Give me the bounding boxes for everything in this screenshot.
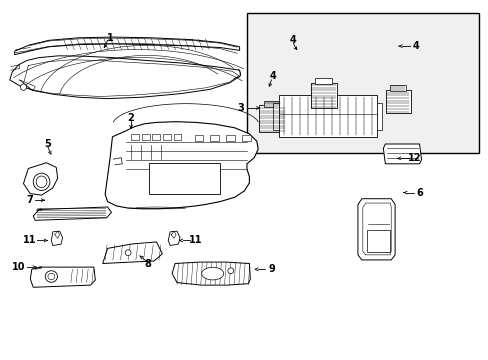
Ellipse shape [202, 267, 224, 280]
Text: 4: 4 [411, 41, 418, 51]
Polygon shape [15, 37, 239, 55]
Polygon shape [278, 95, 376, 137]
Polygon shape [264, 101, 280, 107]
Polygon shape [142, 134, 149, 140]
Polygon shape [173, 134, 181, 140]
Polygon shape [310, 83, 337, 108]
Text: 11: 11 [188, 235, 202, 246]
Text: 5: 5 [44, 139, 51, 149]
Polygon shape [194, 135, 203, 141]
Polygon shape [168, 231, 180, 246]
Text: 7: 7 [26, 195, 33, 205]
Text: 9: 9 [267, 264, 274, 274]
Bar [149, 163, 220, 194]
Polygon shape [51, 231, 62, 246]
Polygon shape [33, 207, 111, 220]
Polygon shape [152, 134, 160, 140]
Text: 12: 12 [407, 153, 421, 163]
Text: 4: 4 [269, 71, 276, 81]
Polygon shape [23, 163, 58, 195]
Polygon shape [259, 105, 285, 132]
Polygon shape [10, 56, 240, 99]
Polygon shape [131, 134, 139, 140]
Bar [246, 13, 478, 153]
Text: 11: 11 [22, 235, 36, 246]
Polygon shape [389, 85, 405, 91]
Ellipse shape [33, 173, 50, 190]
Ellipse shape [48, 273, 55, 280]
Polygon shape [102, 242, 162, 264]
Polygon shape [242, 135, 250, 141]
Polygon shape [30, 267, 95, 287]
Text: 2: 2 [127, 113, 134, 123]
Polygon shape [383, 144, 421, 164]
Ellipse shape [20, 84, 26, 90]
Polygon shape [163, 134, 170, 140]
Text: 6: 6 [415, 188, 422, 198]
Polygon shape [376, 103, 382, 130]
Polygon shape [226, 135, 235, 141]
Polygon shape [172, 262, 250, 285]
Ellipse shape [125, 250, 131, 256]
Text: 3: 3 [237, 103, 244, 113]
Polygon shape [105, 122, 258, 209]
Text: 10: 10 [12, 262, 25, 272]
Polygon shape [272, 103, 278, 130]
Text: 4: 4 [289, 35, 296, 45]
Polygon shape [315, 78, 331, 84]
Polygon shape [357, 199, 394, 260]
Polygon shape [386, 90, 410, 113]
Ellipse shape [227, 268, 233, 274]
Ellipse shape [45, 271, 58, 282]
Polygon shape [210, 135, 219, 141]
Bar [366, 230, 389, 252]
Text: 1: 1 [107, 33, 114, 43]
Text: 8: 8 [144, 258, 151, 269]
Ellipse shape [36, 176, 47, 188]
